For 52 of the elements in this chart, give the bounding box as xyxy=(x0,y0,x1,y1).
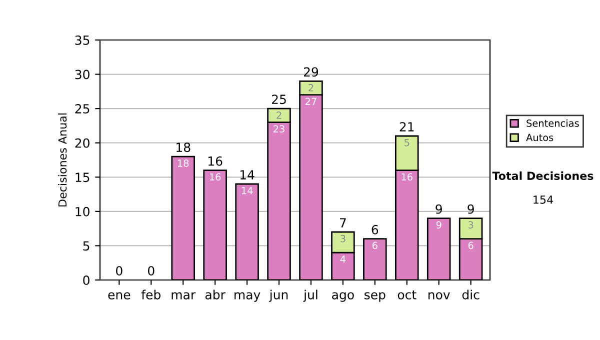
total-label: 7 xyxy=(340,218,346,228)
y-tick-label: 20 xyxy=(75,138,90,148)
data-label: 27 xyxy=(306,98,316,105)
x-tick-label: may xyxy=(234,292,260,302)
total-label: 14 xyxy=(240,170,254,180)
total-label: 9 xyxy=(468,204,474,214)
x-tick-label: abr xyxy=(205,290,226,300)
total-label: 0 xyxy=(148,266,154,276)
total-label: 29 xyxy=(304,67,318,77)
x-tick-label: ene xyxy=(108,292,130,300)
text: 154 xyxy=(534,196,553,204)
x-tick-label: ago xyxy=(332,292,354,302)
y-tick-label: 15 xyxy=(76,172,90,182)
x-tick-label: nov xyxy=(428,292,450,300)
data-label: 6 xyxy=(372,242,378,250)
legend-label: Autos xyxy=(526,134,554,142)
y-tick-label: 0 xyxy=(83,275,90,285)
y-tick-label: 25 xyxy=(75,104,90,114)
y-axis-title: Decisiones Anual xyxy=(58,114,67,206)
data-label: 2 xyxy=(308,84,314,92)
data-label: 3 xyxy=(340,234,346,242)
total-label: 25 xyxy=(272,94,286,104)
y-tick-label: 10 xyxy=(76,206,90,216)
data-label: 9 xyxy=(436,221,442,229)
data-label: 16 xyxy=(402,173,412,181)
data-label: 3 xyxy=(468,221,474,229)
total-label: 18 xyxy=(176,142,190,152)
x-tick-label: dic xyxy=(462,290,480,300)
x-tick-label: jun xyxy=(269,290,288,302)
y-tick-label: 30 xyxy=(75,70,90,80)
total-label: 16 xyxy=(208,156,222,166)
data-label: 6 xyxy=(468,242,474,250)
x-tick-label: oct xyxy=(398,290,416,300)
data-label: 18 xyxy=(178,159,189,167)
data-label: 5 xyxy=(404,139,410,146)
data-label: 16 xyxy=(210,173,221,181)
x-tick-label: mar xyxy=(172,292,196,300)
text: Total Decisiones xyxy=(492,171,594,180)
data-label: 2 xyxy=(276,111,282,119)
data-label: 23 xyxy=(274,125,284,133)
x-tick-label: feb xyxy=(141,290,160,300)
x-tick-label: jul xyxy=(303,290,318,302)
total-label: 0 xyxy=(116,266,122,276)
data-label: 14 xyxy=(242,187,253,194)
data-label: 4 xyxy=(340,256,346,263)
total-label: 9 xyxy=(436,204,442,214)
x-tick-label: sep xyxy=(364,292,386,302)
legend-label: Sentencias xyxy=(526,119,579,127)
y-tick-label: 35 xyxy=(75,35,90,45)
total-label: 6 xyxy=(372,224,378,234)
total-label: 21 xyxy=(400,122,414,132)
y-tick-label: 5 xyxy=(83,241,90,251)
